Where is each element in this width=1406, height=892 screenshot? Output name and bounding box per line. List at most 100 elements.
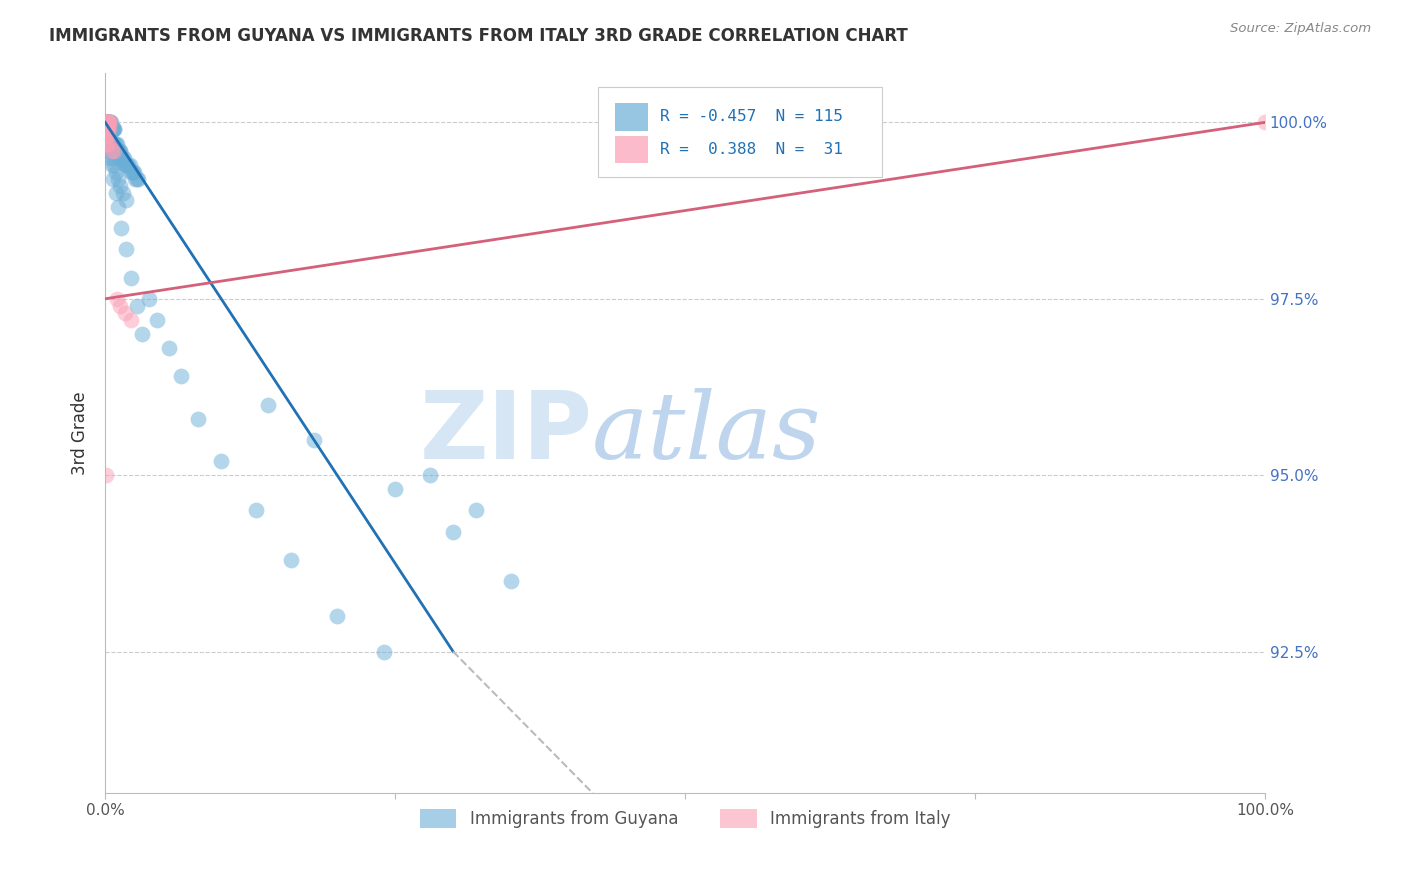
- Point: [97, 115, 120, 129]
- Point: [105, 136, 128, 151]
- Point: [96, 115, 118, 129]
- Point: [107, 200, 129, 214]
- Point: [94, 122, 117, 136]
- Point: [104, 186, 127, 200]
- Point: [96, 129, 118, 144]
- Point: [94, 468, 117, 483]
- Point: [96, 122, 118, 136]
- Point: [124, 171, 146, 186]
- Point: [96, 122, 118, 136]
- Point: [125, 171, 148, 186]
- Point: [101, 122, 124, 136]
- Point: [98, 115, 121, 129]
- Point: [209, 454, 232, 468]
- Point: [94, 115, 117, 129]
- Point: [111, 151, 134, 165]
- Point: [98, 122, 121, 136]
- Point: [98, 136, 121, 151]
- Text: R =  0.388  N =  31: R = 0.388 N = 31: [659, 142, 842, 157]
- Point: [122, 165, 145, 179]
- Point: [94, 136, 117, 151]
- Point: [96, 115, 118, 129]
- Point: [110, 144, 132, 158]
- Point: [100, 115, 122, 129]
- Point: [105, 136, 128, 151]
- Point: [117, 158, 139, 172]
- Point: [115, 158, 138, 172]
- Point: [110, 151, 132, 165]
- Bar: [616, 136, 648, 163]
- Point: [100, 122, 122, 136]
- Point: [373, 644, 395, 658]
- Point: [118, 158, 141, 172]
- Point: [97, 129, 120, 144]
- Point: [121, 165, 143, 179]
- Point: [107, 171, 129, 186]
- Point: [105, 292, 128, 306]
- Point: [97, 144, 120, 158]
- Point: [96, 122, 118, 136]
- Point: [100, 122, 122, 136]
- Point: [127, 171, 149, 186]
- Point: [100, 122, 122, 136]
- Point: [302, 433, 325, 447]
- Point: [120, 313, 142, 327]
- Point: [104, 144, 127, 158]
- Point: [96, 115, 118, 129]
- Point: [96, 115, 118, 129]
- Point: [96, 122, 118, 136]
- Point: [419, 468, 441, 483]
- Point: [97, 115, 120, 129]
- Point: [96, 115, 118, 129]
- Point: [96, 115, 118, 129]
- Point: [96, 129, 118, 144]
- Point: [96, 136, 118, 151]
- Point: [100, 136, 122, 151]
- Point: [110, 221, 132, 235]
- Point: [157, 341, 180, 355]
- Point: [101, 136, 124, 151]
- Point: [94, 115, 117, 129]
- Point: [105, 165, 128, 179]
- Point: [94, 122, 117, 136]
- Point: [98, 122, 121, 136]
- Point: [326, 609, 349, 624]
- Y-axis label: 3rd Grade: 3rd Grade: [72, 391, 89, 475]
- Text: IMMIGRANTS FROM GUYANA VS IMMIGRANTS FROM ITALY 3RD GRADE CORRELATION CHART: IMMIGRANTS FROM GUYANA VS IMMIGRANTS FRO…: [49, 27, 908, 45]
- Point: [94, 129, 117, 144]
- Bar: [616, 103, 648, 130]
- Point: [103, 122, 125, 136]
- Point: [131, 326, 153, 341]
- Point: [97, 122, 120, 136]
- Point: [94, 122, 117, 136]
- Point: [122, 165, 145, 179]
- Point: [101, 151, 124, 165]
- Point: [100, 136, 122, 151]
- Point: [98, 129, 121, 144]
- Point: [103, 122, 125, 136]
- Point: [94, 115, 117, 129]
- Point: [96, 122, 118, 136]
- Point: [169, 369, 191, 384]
- FancyBboxPatch shape: [598, 87, 882, 178]
- Point: [98, 136, 121, 151]
- Point: [94, 115, 117, 129]
- Point: [98, 115, 121, 129]
- Point: [256, 398, 278, 412]
- Point: [103, 136, 125, 151]
- Point: [114, 306, 136, 320]
- Point: [97, 122, 120, 136]
- Point: [280, 553, 302, 567]
- Point: [138, 292, 160, 306]
- Point: [115, 243, 138, 257]
- Point: [384, 483, 406, 497]
- Point: [97, 115, 120, 129]
- Point: [97, 122, 120, 136]
- Point: [103, 171, 125, 186]
- Point: [98, 122, 121, 136]
- Point: [115, 193, 138, 207]
- Point: [103, 144, 125, 158]
- Point: [97, 129, 120, 144]
- Point: [100, 136, 122, 151]
- Point: [104, 144, 127, 158]
